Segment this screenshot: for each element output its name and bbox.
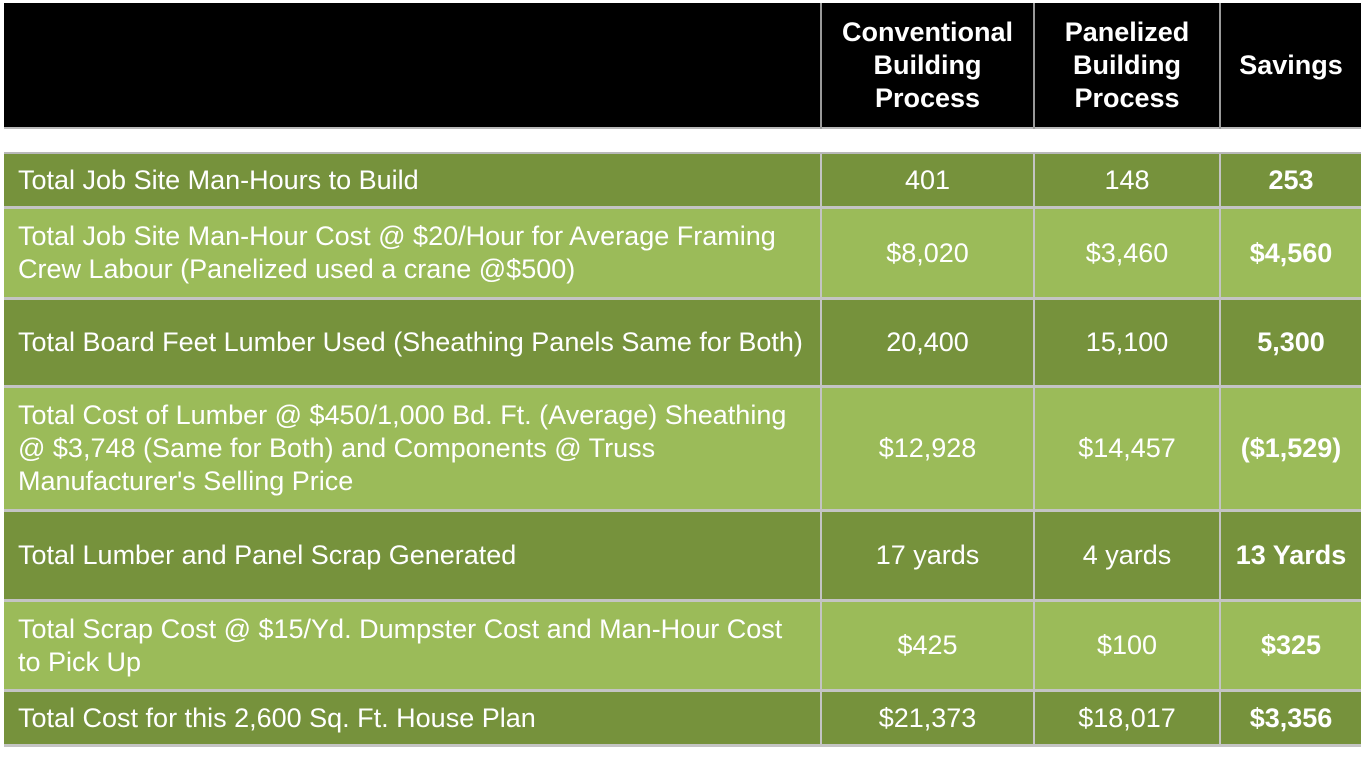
savings-value: 253 <box>1219 153 1361 209</box>
table-row: Total Job Site Man-Hours to Build 401 14… <box>4 153 1361 209</box>
savings-value: $4,560 <box>1219 207 1361 300</box>
header-spacer-row <box>4 127 1361 154</box>
savings-value: 5,300 <box>1219 298 1361 388</box>
panelized-value: $3,460 <box>1033 207 1220 300</box>
conventional-value: 20,400 <box>820 298 1034 388</box>
savings-value: ($1,529) <box>1219 386 1361 512</box>
panelized-value: $100 <box>1033 600 1220 692</box>
header-label-cell <box>4 3 821 128</box>
row-label: Total Cost for this 2,600 Sq. Ft. House … <box>4 690 821 747</box>
row-label: Total Board Feet Lumber Used (Sheathing … <box>4 298 821 388</box>
panelized-value: $14,457 <box>1033 386 1220 512</box>
header-row: Conventional Building Process Panelized … <box>4 3 1361 128</box>
header-savings: Savings <box>1219 3 1361 128</box>
table-row: Total Board Feet Lumber Used (Sheathing … <box>4 298 1361 388</box>
conventional-value: 401 <box>820 153 1034 209</box>
header-conventional: Conventional Building Process <box>820 3 1034 128</box>
table-row: Total Job Site Man-Hour Cost @ $20/Hour … <box>4 207 1361 300</box>
panelized-value: 4 yards <box>1033 510 1220 602</box>
row-label: Total Job Site Man-Hour Cost @ $20/Hour … <box>4 207 821 300</box>
row-label: Total Job Site Man-Hours to Build <box>4 153 821 209</box>
panelized-value: 148 <box>1033 153 1220 209</box>
conventional-value: $425 <box>820 600 1034 692</box>
comparison-table-container: Conventional Building Process Panelized … <box>4 3 1361 762</box>
table-row: Total Cost for this 2,600 Sq. Ft. House … <box>4 690 1361 747</box>
row-label: Total Scrap Cost @ $15/Yd. Dumpster Cost… <box>4 600 821 692</box>
spacer-cell <box>4 127 1361 154</box>
savings-value: $325 <box>1219 600 1361 692</box>
table-row: Total Lumber and Panel Scrap Generated 1… <box>4 510 1361 602</box>
savings-value: $3,356 <box>1219 690 1361 747</box>
table-header: Conventional Building Process Panelized … <box>4 3 1361 128</box>
savings-value: 13 Yards <box>1219 510 1361 602</box>
row-label: Total Lumber and Panel Scrap Generated <box>4 510 821 602</box>
conventional-value: $21,373 <box>820 690 1034 747</box>
row-label: Total Cost of Lumber @ $450/1,000 Bd. Ft… <box>4 386 821 512</box>
conventional-value: $8,020 <box>820 207 1034 300</box>
building-process-comparison-table: Conventional Building Process Panelized … <box>4 3 1361 747</box>
panelized-value: $18,017 <box>1033 690 1220 747</box>
table-body: Total Job Site Man-Hours to Build 401 14… <box>4 127 1361 747</box>
panelized-value: 15,100 <box>1033 298 1220 388</box>
table-row: Total Cost of Lumber @ $450/1,000 Bd. Ft… <box>4 386 1361 512</box>
conventional-value: 17 yards <box>820 510 1034 602</box>
table-row: Total Scrap Cost @ $15/Yd. Dumpster Cost… <box>4 600 1361 692</box>
conventional-value: $12,928 <box>820 386 1034 512</box>
header-panelized: Panelized Building Process <box>1033 3 1220 128</box>
